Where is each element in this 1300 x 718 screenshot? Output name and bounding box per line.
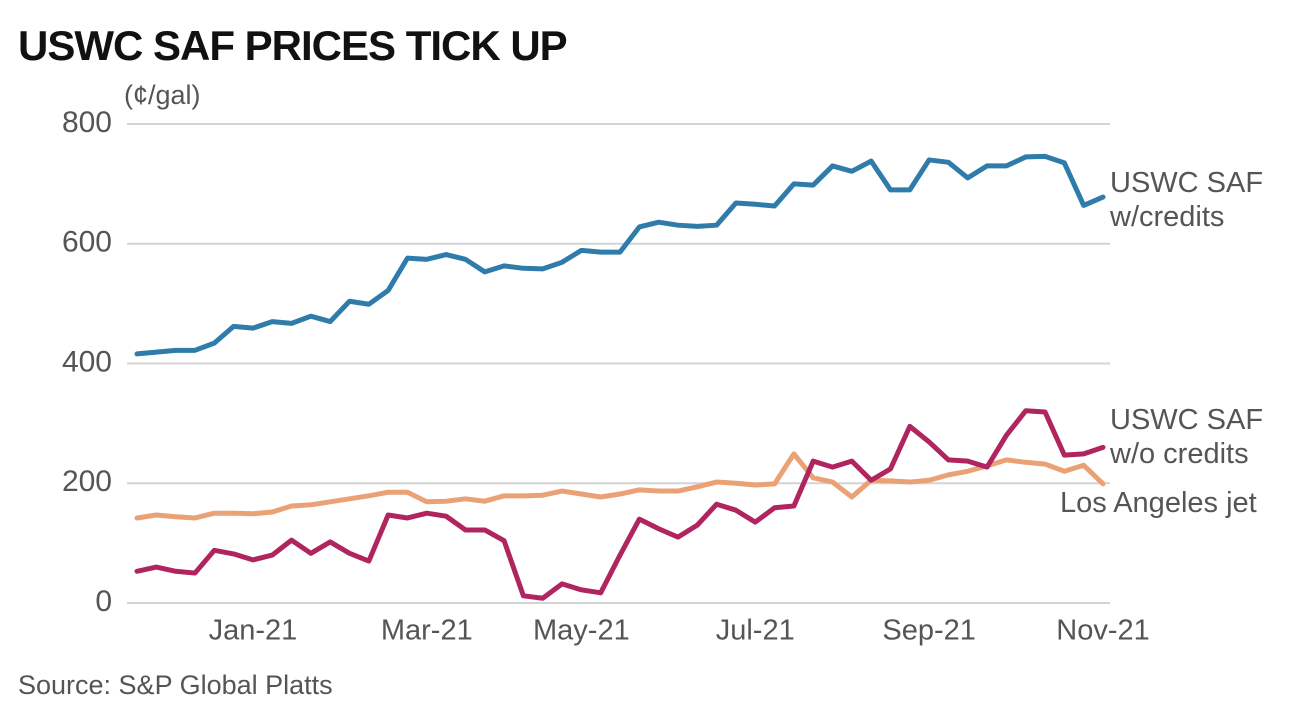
x-tick-label: Jul-21 xyxy=(716,615,795,647)
y-tick-label: 400 xyxy=(62,345,112,378)
y-tick-label: 800 xyxy=(62,106,112,139)
legend-label: USWC SAF w/o credits xyxy=(1110,404,1264,470)
y-tick-label: 0 xyxy=(95,585,112,618)
y-axis-label: (¢/gal) xyxy=(124,80,201,110)
x-tick-label: Jan-21 xyxy=(209,615,298,647)
legend-label: Los Angeles jet xyxy=(1060,487,1257,519)
x-tick-label: Mar-21 xyxy=(381,615,473,647)
line xyxy=(134,451,1106,521)
x-tick-label: May-21 xyxy=(533,615,630,647)
line xyxy=(134,408,1106,601)
y-tick-label: 200 xyxy=(62,465,112,498)
x-tick-label: Sep-21 xyxy=(882,615,976,647)
y-tick-label: 600 xyxy=(62,226,112,259)
x-tick-label: Nov-21 xyxy=(1056,615,1150,647)
chart-title: USWC SAF PRICES TICK UP xyxy=(18,22,568,69)
line xyxy=(134,153,1106,357)
source: Source: S&P Global Platts xyxy=(18,670,333,700)
legend-label: USWC SAF w/credits xyxy=(1110,167,1264,233)
